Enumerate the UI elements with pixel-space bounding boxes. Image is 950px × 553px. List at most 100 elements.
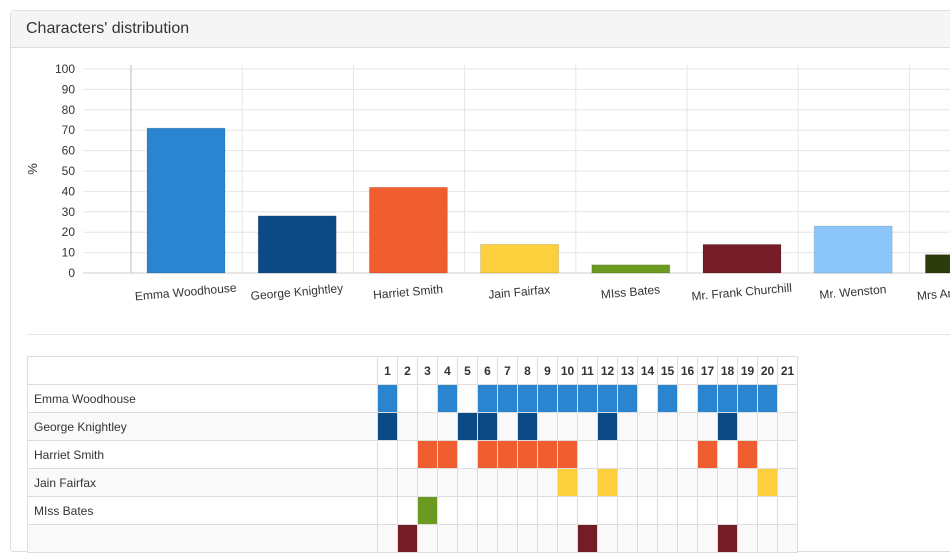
character-name-cell: MIss Bates: [27, 496, 378, 525]
chapter-empty-cell: [717, 468, 738, 497]
chapter-empty-cell: [677, 468, 698, 497]
chapter-presence-cell: [497, 440, 518, 469]
chapter-empty-cell: [637, 468, 658, 497]
chapter-empty-cell: [757, 440, 778, 469]
chapter-empty-cell: [437, 496, 458, 525]
chapter-empty-cell: [737, 524, 758, 553]
chapter-presence-cell: [537, 440, 558, 469]
chapter-header-cell: 18: [717, 356, 738, 385]
chapter-empty-cell: [437, 412, 458, 441]
chapter-empty-cell: [777, 440, 798, 469]
chapter-empty-cell: [637, 524, 658, 553]
chapter-presence-cell: [537, 384, 558, 413]
chapter-header-cell: 1: [377, 356, 398, 385]
y-tick-label: 100: [55, 62, 75, 76]
chapter-presence-cell: [717, 412, 738, 441]
chapter-empty-cell: [517, 496, 538, 525]
header-name-cell: [27, 356, 378, 385]
chapter-empty-cell: [377, 468, 398, 497]
chapter-presence-table: 1 2 3 4 5 6 7 8 9 10 11 12 13 14 15 16 17 18 19 20 21 Emma W…: [27, 356, 798, 553]
chapter-presence-cell: [717, 524, 738, 553]
chapter-empty-cell: [677, 384, 698, 413]
chapter-empty-cell: [557, 524, 578, 553]
chapter-presence-cell: [737, 440, 758, 469]
chapter-empty-cell: [637, 440, 658, 469]
chapter-header-cell: 4: [437, 356, 458, 385]
bar: [591, 264, 671, 274]
chapter-header-cell: 14: [637, 356, 658, 385]
chapter-presence-cell: [757, 468, 778, 497]
table-row: Harriet Smith: [27, 440, 798, 469]
chapter-empty-cell: [717, 440, 738, 469]
chapter-empty-cell: [497, 412, 518, 441]
chapter-header-cell: 6: [477, 356, 498, 385]
chapter-empty-cell: [417, 384, 438, 413]
chapter-empty-cell: [397, 412, 418, 441]
y-tick-label: 50: [62, 164, 76, 178]
y-tick-label: 10: [62, 246, 76, 260]
chapter-presence-cell: [617, 384, 638, 413]
y-tick-label: 20: [62, 225, 76, 239]
x-tick-label: MIss Bates: [600, 282, 660, 301]
y-tick-label: 70: [62, 123, 76, 137]
y-axis-label: %: [25, 163, 40, 175]
chapter-empty-cell: [537, 524, 558, 553]
chapter-empty-cell: [557, 496, 578, 525]
chapter-empty-cell: [497, 496, 518, 525]
chapter-presence-cell: [557, 440, 578, 469]
chapter-empty-cell: [537, 496, 558, 525]
x-tick-label: Mr. Wenston: [819, 282, 887, 302]
chapter-empty-cell: [777, 468, 798, 497]
chapter-header-cell: 12: [597, 356, 618, 385]
chapter-empty-cell: [657, 496, 678, 525]
chapter-empty-cell: [777, 496, 798, 525]
chapter-empty-cell: [597, 440, 618, 469]
chapter-header-cell: 17: [697, 356, 718, 385]
x-tick-label: Emma Woodhouse: [134, 281, 237, 304]
chapter-empty-cell: [457, 384, 478, 413]
chapter-header-cell: 7: [497, 356, 518, 385]
chapter-empty-cell: [577, 496, 598, 525]
chapter-empty-cell: [457, 496, 478, 525]
chapter-empty-cell: [737, 496, 758, 525]
table-row: Emma Woodhouse: [27, 384, 798, 413]
y-tick-label: 30: [62, 205, 76, 219]
chapter-empty-cell: [637, 412, 658, 441]
x-tick-label: Jain Fairfax: [488, 282, 551, 301]
panel-heading: Characters' distribution: [11, 11, 950, 48]
characters-panel: Characters' distribution 0 10 20 30 40 50 60 70…: [10, 10, 950, 553]
chapter-presence-cell: [417, 496, 438, 525]
chapter-empty-cell: [597, 496, 618, 525]
chapter-header-cell: 5: [457, 356, 478, 385]
bar: [480, 243, 560, 274]
chapter-empty-cell: [617, 412, 638, 441]
chapter-empty-cell: [497, 524, 518, 553]
chapter-empty-cell: [477, 468, 498, 497]
chapter-empty-cell: [577, 468, 598, 497]
chapter-presence-cell: [697, 384, 718, 413]
table-header-row: 1 2 3 4 5 6 7 8 9 10 11 12 13 14 15 16 17 18 19 20 21: [27, 356, 798, 385]
chapter-presence-cell: [517, 412, 538, 441]
character-name-cell: George Knightley: [27, 412, 378, 441]
chapter-presence-cell: [577, 524, 598, 553]
chapter-empty-cell: [517, 468, 538, 497]
chapter-empty-cell: [777, 412, 798, 441]
chapter-empty-cell: [657, 412, 678, 441]
chapter-empty-cell: [597, 524, 618, 553]
table-row: [27, 524, 798, 553]
chapter-presence-cell: [737, 384, 758, 413]
chapter-presence-cell: [397, 524, 418, 553]
chapter-empty-cell: [457, 440, 478, 469]
chapter-empty-cell: [457, 524, 478, 553]
chapter-empty-cell: [737, 468, 758, 497]
chapter-header-cell: 10: [557, 356, 578, 385]
chapter-empty-cell: [657, 440, 678, 469]
x-tick-label: Mr. Frank Churchill: [691, 281, 793, 304]
chapter-header-cell: 11: [577, 356, 598, 385]
chapter-presence-cell: [657, 384, 678, 413]
bar: [702, 243, 782, 274]
chapter-header-cell: 20: [757, 356, 778, 385]
chapter-empty-cell: [777, 384, 798, 413]
chapter-presence-cell: [717, 384, 738, 413]
table-row: George Knightley: [27, 412, 798, 441]
